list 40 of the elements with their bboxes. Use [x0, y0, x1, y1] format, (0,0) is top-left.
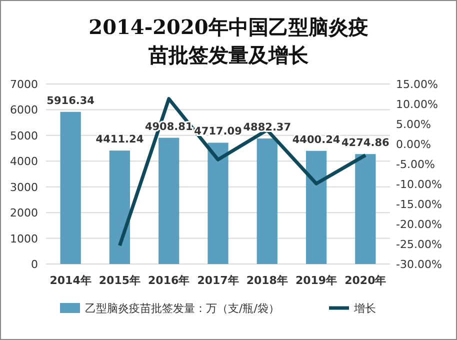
legend-label: 乙型脑炎疫苗批签发量：万（支/瓶/袋）: [85, 302, 280, 315]
y-tick-label: 7000: [10, 78, 38, 91]
bar: [60, 112, 81, 264]
y-tick-label: 2000: [10, 206, 38, 220]
data-label: 4882.37: [243, 121, 292, 134]
bar: [256, 138, 278, 264]
x-tick-label: 2017年: [197, 274, 239, 287]
data-label: 5916.34: [46, 94, 94, 107]
y-tick-label: 4000: [10, 155, 38, 168]
y2-tick-label: 5.00%: [396, 118, 431, 131]
x-tick-label: 2014年: [50, 274, 92, 287]
y2-tick-label: 10.00%: [396, 98, 438, 111]
bar: [158, 138, 180, 264]
data-label: 4274.86: [342, 137, 390, 150]
y2-tick-label: 0.00%: [396, 138, 431, 151]
y2-tick-label: 15.00%: [396, 78, 438, 91]
y-tick-label: 6000: [10, 104, 38, 117]
bar: [109, 150, 130, 264]
y-tick-label: 3000: [10, 180, 38, 194]
bar: [306, 150, 327, 264]
y2-tick-label: -5.00%: [396, 158, 435, 171]
y-tick-label: 0: [31, 258, 38, 271]
y-tick-label: 1000: [10, 232, 38, 246]
x-tick-label: 2019年: [295, 274, 338, 287]
legend-label: 增长: [353, 302, 376, 315]
y2-tick-label: -25.00%: [396, 238, 442, 251]
data-label: 4411.24: [96, 134, 144, 146]
x-tick-label: 2020年: [344, 274, 386, 287]
y2-tick-label: -30.00%: [396, 258, 442, 271]
y-tick-label: 5000: [10, 129, 38, 142]
bar: [208, 142, 228, 264]
data-label: 4400.24: [292, 134, 340, 146]
x-tick-label: 2015年: [98, 274, 141, 287]
bar: [355, 154, 376, 264]
x-tick-label: 2018年: [246, 274, 288, 287]
y2-tick-label: -20.00%: [396, 218, 442, 231]
x-tick-label: 2016年: [148, 274, 190, 287]
y2-tick-label: -15.00%: [396, 198, 442, 211]
chart-title: 2014-2020年中国乙型脑炎疫苗批签发量及增长: [88, 15, 368, 67]
y2-tick-label: -10.00%: [396, 178, 442, 191]
